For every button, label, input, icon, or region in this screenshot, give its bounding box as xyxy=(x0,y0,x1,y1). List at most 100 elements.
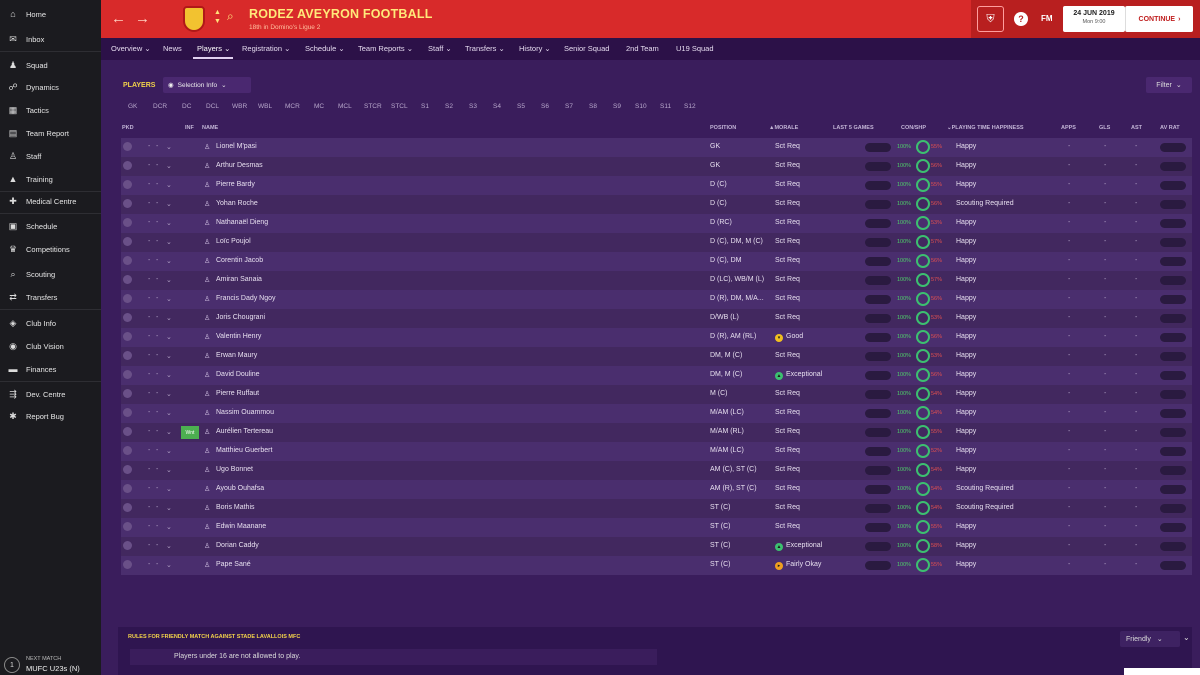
position-filter-s8[interactable]: S8 xyxy=(589,103,597,110)
pick-toggle[interactable] xyxy=(123,199,132,208)
table-row[interactable]: - - ⌄ ♙ Amiran Sanaia D (LC), WB/M (L) Sct Req… xyxy=(121,271,1192,290)
player-name[interactable]: Valentin Henry xyxy=(216,333,262,340)
sidebar-item-report-bug[interactable]: ✱ Report Bug xyxy=(0,406,101,426)
position-filter-s10[interactable]: S10 xyxy=(635,103,647,110)
pick-toggle[interactable] xyxy=(123,256,132,265)
sidebar-item-competitions[interactable]: ♛ Competitions xyxy=(0,239,101,259)
help-button[interactable]: ? xyxy=(1014,12,1028,26)
pick-toggle[interactable] xyxy=(123,427,132,436)
position-filter-s6[interactable]: S6 xyxy=(541,103,549,110)
pick-toggle[interactable] xyxy=(123,465,132,474)
sidebar-item-inbox[interactable]: ✉ Inbox xyxy=(0,29,101,49)
forward-arrow-icon[interactable]: → xyxy=(135,10,150,27)
club-shield-button[interactable]: ⛨ xyxy=(977,6,1004,32)
row-expand-chevron-icon[interactable]: ⌄ xyxy=(166,486,172,493)
sidebar-item-home[interactable]: ⌂ Home xyxy=(0,4,101,24)
pick-toggle[interactable] xyxy=(123,389,132,398)
table-row[interactable]: - - ⌄ ♙ Erwan Maury DM, M (C) Sct Req 100% 53% Ha… xyxy=(121,347,1192,366)
row-expand-chevron-icon[interactable]: ⌄ xyxy=(166,277,172,284)
col-conshp[interactable]: CON/SHP xyxy=(901,125,927,131)
pick-toggle[interactable] xyxy=(123,541,132,550)
club-switch-arrows-icon[interactable]: ▲ ▼ xyxy=(214,9,221,25)
col-inf[interactable]: INF xyxy=(185,125,194,131)
row-expand-chevron-icon[interactable]: ⌄ xyxy=(166,391,172,398)
row-expand-chevron-icon[interactable]: ⌄ xyxy=(166,315,172,322)
continue-button[interactable]: CONTINUE › xyxy=(1125,6,1193,32)
row-expand-chevron-icon[interactable]: ⌄ xyxy=(166,163,172,170)
sidebar-item-finances[interactable]: ▬ Finances xyxy=(0,359,101,379)
fm-menu-button[interactable]: FM xyxy=(1041,14,1053,23)
table-row[interactable]: - - ⌄ ♙ Valentin Henry D (R), AM (RL) ▾ Good 100… xyxy=(121,328,1192,347)
pick-toggle[interactable] xyxy=(123,560,132,569)
row-expand-chevron-icon[interactable]: ⌄ xyxy=(166,448,172,455)
sidebar-item-club-vision[interactable]: ◉ Club Vision xyxy=(0,336,101,356)
position-filter-wbr[interactable]: WBR xyxy=(232,103,248,110)
row-expand-chevron-icon[interactable]: ⌄ xyxy=(166,239,172,246)
sidebar-item-training[interactable]: ▲ Training xyxy=(0,169,101,189)
row-expand-chevron-icon[interactable]: ⌄ xyxy=(166,372,172,379)
player-name[interactable]: Lionel M'pasi xyxy=(216,143,257,150)
row-expand-chevron-icon[interactable]: ⌄ xyxy=(166,562,172,569)
pick-toggle[interactable] xyxy=(123,294,132,303)
col-avrat[interactable]: AV RAT xyxy=(1160,125,1180,131)
table-row[interactable]: - - ⌄ ♙ Nathanaël Dieng D (RC) Sct Req 100% 53% H… xyxy=(121,214,1192,233)
row-expand-chevron-icon[interactable]: ⌄ xyxy=(166,258,172,265)
row-expand-chevron-icon[interactable]: ⌄ xyxy=(166,410,172,417)
filter-dropdown[interactable]: Filter ⌄ xyxy=(1146,77,1192,93)
col-gls[interactable]: GLS xyxy=(1099,125,1111,131)
pick-toggle[interactable] xyxy=(123,351,132,360)
club-name[interactable]: RODEZ AVEYRON FOOTBALL xyxy=(249,7,433,21)
club-crest[interactable] xyxy=(183,6,205,32)
tab-news[interactable]: News xyxy=(163,44,182,53)
row-expand-chevron-icon[interactable]: ⌄ xyxy=(166,505,172,512)
tab-senior-squad[interactable]: Senior Squad xyxy=(564,44,609,53)
pick-toggle[interactable] xyxy=(123,218,132,227)
sidebar-item-squad[interactable]: ♟ Squad xyxy=(0,55,101,75)
search-icon[interactable]: ⌕ xyxy=(227,9,234,23)
table-row[interactable]: - - ⌄ ♙ David Douline DM, M (C) ▲ Exceptional 10… xyxy=(121,366,1192,385)
table-row[interactable]: - - ⌄ ♙ Pierre Ruffaut M (C) Sct Req 100% 54% Hap… xyxy=(121,385,1192,404)
row-expand-chevron-icon[interactable]: ⌄ xyxy=(166,334,172,341)
table-row[interactable]: - - ⌄ ♙ Corentin Jacob D (C), DM Sct Req 100% 56… xyxy=(121,252,1192,271)
table-row[interactable]: - - ⌄ ♙ Dorian Caddy ST (C) ▲ Exceptional 100% 58… xyxy=(121,537,1192,556)
pick-toggle[interactable] xyxy=(123,332,132,341)
pick-toggle[interactable] xyxy=(123,484,132,493)
player-name[interactable]: Erwan Maury xyxy=(216,352,258,359)
tab-staff[interactable]: Staff ⌄ xyxy=(428,44,452,53)
position-filter-s1[interactable]: S1 xyxy=(421,103,429,110)
col-pkd[interactable]: PKD xyxy=(122,125,134,131)
player-name[interactable]: Ayoub Ouhafsa xyxy=(216,485,265,492)
pick-toggle[interactable] xyxy=(123,313,132,322)
table-row[interactable]: - - ⌄ ♙ Yohan Roche D (C) Sct Req 100% 56% Scouti… xyxy=(121,195,1192,214)
table-row[interactable]: - - ⌄ ♙ Joris Chougrani D/WB (L) Sct Req 100% 53… xyxy=(121,309,1192,328)
player-name[interactable]: Boris Mathis xyxy=(216,504,255,511)
tab-u19-squad[interactable]: U19 Squad xyxy=(676,44,714,53)
table-row[interactable]: - - ⌄ ♙ Boris Mathis ST (C) Sct Req 100% 54% Scou… xyxy=(121,499,1192,518)
table-row[interactable]: - - ⌄ ♙ Matthieu Guerbert M/AM (LC) Sct Req 100… xyxy=(121,442,1192,461)
table-row[interactable]: - - ⌄ ♙ Loïc Poujol D (C), DM, M (C) Sct Req 10… xyxy=(121,233,1192,252)
position-filter-s7[interactable]: S7 xyxy=(565,103,573,110)
player-name[interactable]: Nathanaël Dieng xyxy=(216,219,269,226)
col-ast[interactable]: AST xyxy=(1131,125,1142,131)
row-expand-chevron-icon[interactable]: ⌄ xyxy=(166,296,172,303)
sidebar-item-schedule[interactable]: ▣ Schedule xyxy=(0,216,101,236)
row-expand-chevron-icon[interactable]: ⌄ xyxy=(166,182,172,189)
player-name[interactable]: Matthieu Guerbert xyxy=(216,447,273,454)
col-apps[interactable]: APPS xyxy=(1061,125,1076,131)
player-name[interactable]: Ugo Bonnet xyxy=(216,466,253,473)
col-position[interactable]: POSITION xyxy=(710,125,737,131)
sidebar-item-team-report[interactable]: ▤ Team Report xyxy=(0,123,101,143)
row-expand-chevron-icon[interactable]: ⌄ xyxy=(166,220,172,227)
pick-toggle[interactable] xyxy=(123,161,132,170)
player-name[interactable]: Arthur Desmas xyxy=(216,162,263,169)
row-expand-chevron-icon[interactable]: ⌄ xyxy=(166,144,172,151)
col-last5[interactable]: LAST 5 GAMES xyxy=(833,125,874,131)
pick-toggle[interactable] xyxy=(123,446,132,455)
player-name[interactable]: Aurélien Tertereau xyxy=(216,428,274,435)
table-row[interactable]: - - ⌄ ♙ Pierre Bardy D (C) Sct Req 100% 55% Happy… xyxy=(121,176,1192,195)
row-expand-chevron-icon[interactable]: ⌄ xyxy=(166,524,172,531)
col-name[interactable]: NAME xyxy=(202,125,219,131)
sidebar-item-dev-centre[interactable]: ⇶ Dev. Centre xyxy=(0,384,101,404)
player-name[interactable]: Edwin Maanane xyxy=(216,523,267,530)
sidebar-item-dynamics[interactable]: ☍ Dynamics xyxy=(0,77,101,97)
